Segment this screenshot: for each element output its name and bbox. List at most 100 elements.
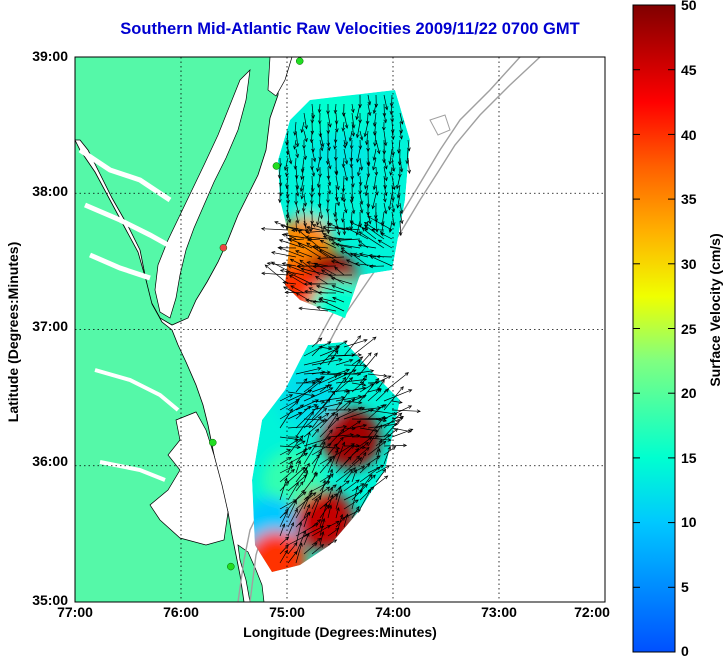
- velocity-arrow-head: [398, 412, 403, 417]
- velocity-arrow: [367, 103, 371, 116]
- velocity-arrow: [351, 202, 355, 214]
- y-tick-label: 39:00: [32, 48, 68, 64]
- velocity-arrow-head: [416, 409, 421, 414]
- velocity-arrow: [282, 263, 297, 267]
- velocity-arrow: [391, 157, 395, 172]
- velocity-arrow-head: [306, 260, 311, 265]
- x-tick-label: 72:00: [574, 604, 610, 620]
- velocity-arrow-head: [334, 349, 339, 355]
- velocity-arrow-head: [352, 369, 357, 373]
- velocity-arrow: [295, 367, 321, 375]
- velocity-arrow-head: [344, 124, 349, 129]
- velocity-arrow: [279, 456, 292, 465]
- velocity-arrow: [391, 202, 395, 213]
- velocity-arrow: [359, 474, 373, 492]
- velocity-arrow-head: [357, 239, 363, 244]
- velocity-arrow-head: [312, 157, 317, 163]
- velocity-arrow-head: [300, 267, 305, 272]
- velocity-arrow: [306, 242, 329, 258]
- velocity-arrow-head: [327, 165, 332, 170]
- velocity-arrow-head: [326, 524, 332, 529]
- velocity-arrow: [388, 193, 393, 210]
- velocity-arrow-head: [349, 377, 354, 382]
- velocity-arrow: [295, 405, 319, 429]
- velocity-arrow-head: [303, 452, 309, 457]
- velocity-arrow: [365, 184, 369, 196]
- velocity-arrow-head: [293, 542, 298, 547]
- velocity-arrow: [335, 420, 361, 438]
- velocity-arrow: [303, 341, 331, 357]
- velocity-arrow: [390, 166, 393, 176]
- velocity-arrow: [342, 211, 345, 222]
- velocity-arrow: [317, 211, 321, 226]
- velocity-arrow: [343, 479, 360, 492]
- velocity-arrow-head: [303, 466, 308, 471]
- velocity-arrow-head: [388, 160, 393, 166]
- velocity-arrow: [319, 458, 332, 474]
- velocity-arrow: [373, 103, 377, 114]
- velocity-arrow-head: [289, 408, 293, 413]
- velocity-arrow-head: [287, 265, 292, 269]
- velocity-blob: [278, 367, 339, 428]
- velocity-arrow-head: [347, 456, 352, 461]
- velocity-arrow: [391, 400, 403, 403]
- velocity-arrow-head: [394, 422, 399, 427]
- velocity-arrow-head: [336, 186, 340, 191]
- velocity-arrow-head: [355, 447, 360, 452]
- velocity-arrow-head: [381, 415, 386, 420]
- velocity-arrow-head: [317, 290, 322, 295]
- velocity-arrow-head: [367, 216, 372, 220]
- velocity-arrow: [335, 469, 353, 483]
- velocity-arrow: [351, 506, 360, 519]
- velocity-arrow: [286, 271, 313, 285]
- velocity-arrow-head: [295, 250, 300, 254]
- velocity-arrow: [303, 112, 307, 129]
- river-5: [99, 460, 166, 482]
- velocity-arrow-head: [323, 407, 328, 412]
- velocity-arrow: [311, 454, 320, 465]
- velocity-arrow: [287, 211, 291, 223]
- velocity-arrow: [303, 470, 308, 483]
- velocity-arrow: [356, 103, 361, 120]
- velocity-arrow-head: [364, 192, 369, 197]
- velocity-arrow: [289, 274, 305, 285]
- velocity-arrow: [335, 407, 362, 420]
- velocity-arrow: [279, 477, 288, 501]
- velocity-arrow-head: [359, 166, 364, 171]
- velocity-arrow-head: [358, 145, 363, 150]
- velocity-arrow-head: [331, 242, 336, 246]
- velocity-arrow-head: [342, 376, 347, 381]
- velocity-arrow-head: [409, 428, 414, 433]
- velocity-arrow-head: [340, 196, 345, 202]
- velocity-arrow: [367, 441, 387, 456]
- velocity-arrow: [303, 404, 318, 411]
- velocity-arrow: [367, 193, 369, 208]
- velocity-arrow-head: [338, 358, 343, 362]
- velocity-arrow: [359, 378, 379, 402]
- velocity-arrow-head: [289, 258, 294, 263]
- velocity-arrow: [399, 112, 403, 125]
- velocity-arrow-head: [393, 412, 398, 416]
- velocity-arrow: [359, 383, 374, 393]
- velocity-arrow-head: [305, 230, 310, 235]
- velocity-arrow: [327, 389, 349, 393]
- velocity-arrow-head: [301, 489, 305, 494]
- velocity-arrow-head: [321, 400, 326, 404]
- velocity-arrow: [311, 345, 323, 357]
- velocity-arrow: [342, 157, 345, 168]
- velocity-arrow: [301, 166, 305, 180]
- velocity-arrow-head: [384, 106, 389, 111]
- velocity-arrow: [358, 244, 377, 249]
- velocity-arrow-head: [306, 242, 311, 247]
- velocity-arrow: [383, 166, 387, 181]
- velocity-arrow: [287, 401, 299, 411]
- velocity-arrow-head: [295, 192, 300, 197]
- velocity-arrow: [279, 536, 289, 546]
- velocity-arrow-head: [331, 390, 336, 395]
- velocity-arrow: [319, 130, 324, 147]
- velocity-arrow: [367, 424, 382, 447]
- velocity-arrow: [303, 211, 306, 227]
- velocity-arrow-head: [370, 227, 376, 232]
- velocity-arrow-head: [340, 428, 345, 433]
- velocity-arrow-head: [285, 271, 290, 275]
